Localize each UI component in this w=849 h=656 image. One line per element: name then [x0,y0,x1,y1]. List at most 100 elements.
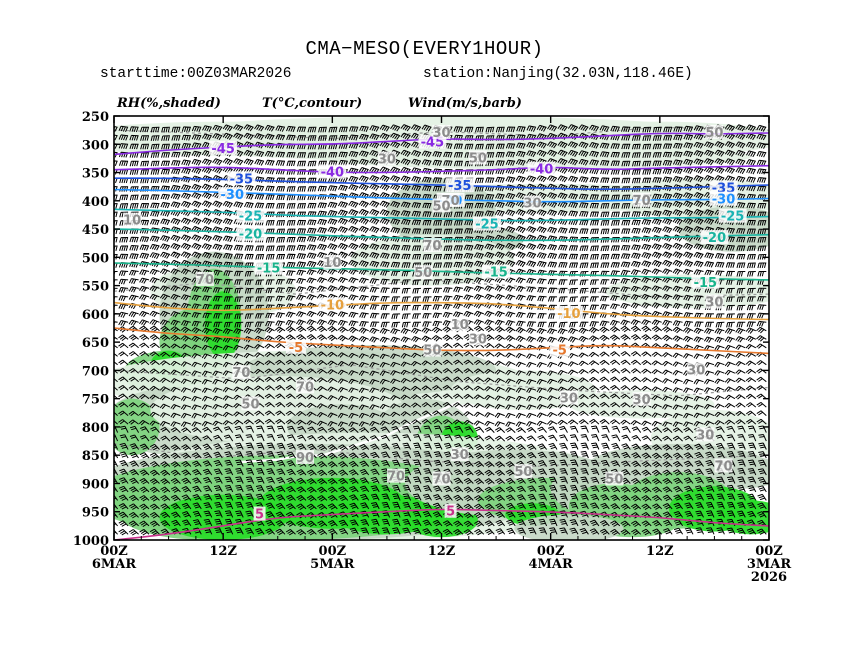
wind-barb [402,493,412,501]
rh-shade-90 [159,494,287,540]
wind-barb [410,385,422,392]
wind-barb [630,319,641,326]
wind-barb [453,477,464,484]
wind-barb [474,244,484,251]
wind-barb [328,152,338,158]
chart-title: CMA−MESO(EVERY1HOUR) [305,38,544,60]
wind-barb [547,149,558,157]
wind-barb [180,217,192,225]
wind-barb [662,494,673,502]
wind-barb [170,343,181,349]
wind-barb [631,528,642,536]
wind-barb [610,494,621,501]
wind-barb [358,251,369,259]
wind-barb [359,312,369,319]
wind-barb [442,326,453,333]
wind-barb [714,345,725,351]
wind-barb [442,401,453,408]
wind-barb [285,334,296,341]
wind-barb [411,158,422,166]
wind-barb [600,295,610,302]
wind-barb [149,420,160,426]
wind-barb [432,177,443,184]
wind-barb [746,519,757,527]
wind-barb [411,228,422,234]
wind-barb [641,334,652,341]
wind-barb [114,459,119,467]
wind-barb [370,468,380,476]
wind-barb [693,226,704,234]
wind-barb [673,477,683,485]
wind-barb [703,420,715,427]
wind-barb [327,210,338,217]
wind-barb [651,386,662,392]
wind-barb [212,420,223,427]
wind-barb [494,285,505,292]
wind-barb [138,402,150,408]
wind-barb [191,217,202,225]
wind-barb [149,235,160,243]
wind-barb [735,352,746,359]
wind-barb [641,520,652,527]
wind-barb [663,126,673,133]
wind-barb [118,376,129,383]
wind-barb [758,434,767,442]
wind-barb [515,378,526,385]
wind-barb [265,519,275,527]
wind-barb [610,278,620,285]
wind-barb [159,268,171,275]
wind-barb [128,419,139,425]
wind-barb [327,435,338,442]
wind-barb [652,201,662,209]
wind-barb [317,435,328,442]
wind-barb [684,527,694,535]
wind-barb [203,493,213,501]
wind-barb [380,287,390,294]
wind-barb [201,217,212,225]
wind-barb [547,287,558,294]
wind-barb [244,304,254,311]
wind-barb [160,444,171,451]
wind-barb [515,427,526,433]
wind-barb [621,152,631,158]
wind-barb [129,194,139,201]
wind-barb [433,228,443,235]
wind-barb [434,425,443,433]
wind-barb [223,304,233,311]
wind-barb [453,152,463,158]
wind-barb [359,427,370,433]
wind-barb [579,527,589,535]
wind-barb [233,158,244,166]
wind-barb [380,278,390,285]
wind-barb [641,443,652,451]
wind-barb [538,527,548,535]
wind-barb [526,327,537,334]
wind-barb [473,293,484,301]
wind-barb [149,403,160,409]
wind-barb [327,444,338,451]
wind-barb [559,501,568,510]
wind-barb [390,253,401,260]
wind-barb [515,435,526,442]
wind-barb [359,303,369,310]
wind-barb [590,485,600,493]
wind-barb [243,124,254,132]
rh-label-bg [195,271,214,286]
rh-label-bg [432,198,451,213]
wind-barb [662,302,673,309]
wind-barb [580,485,589,493]
wind-barb [265,485,276,493]
temp-label-bg [285,339,306,354]
wind-barb [114,512,118,518]
wind-barb [693,251,704,259]
rh-label-bg [450,447,469,462]
wind-barb [578,141,589,149]
wind-barb [224,527,234,535]
wind-barb [536,412,547,418]
wind-barb [578,410,589,416]
rh-label-bg [423,238,442,253]
wind-barb [316,394,328,401]
wind-barb [505,201,516,208]
wind-barb [265,312,275,319]
wind-barb [223,426,234,433]
